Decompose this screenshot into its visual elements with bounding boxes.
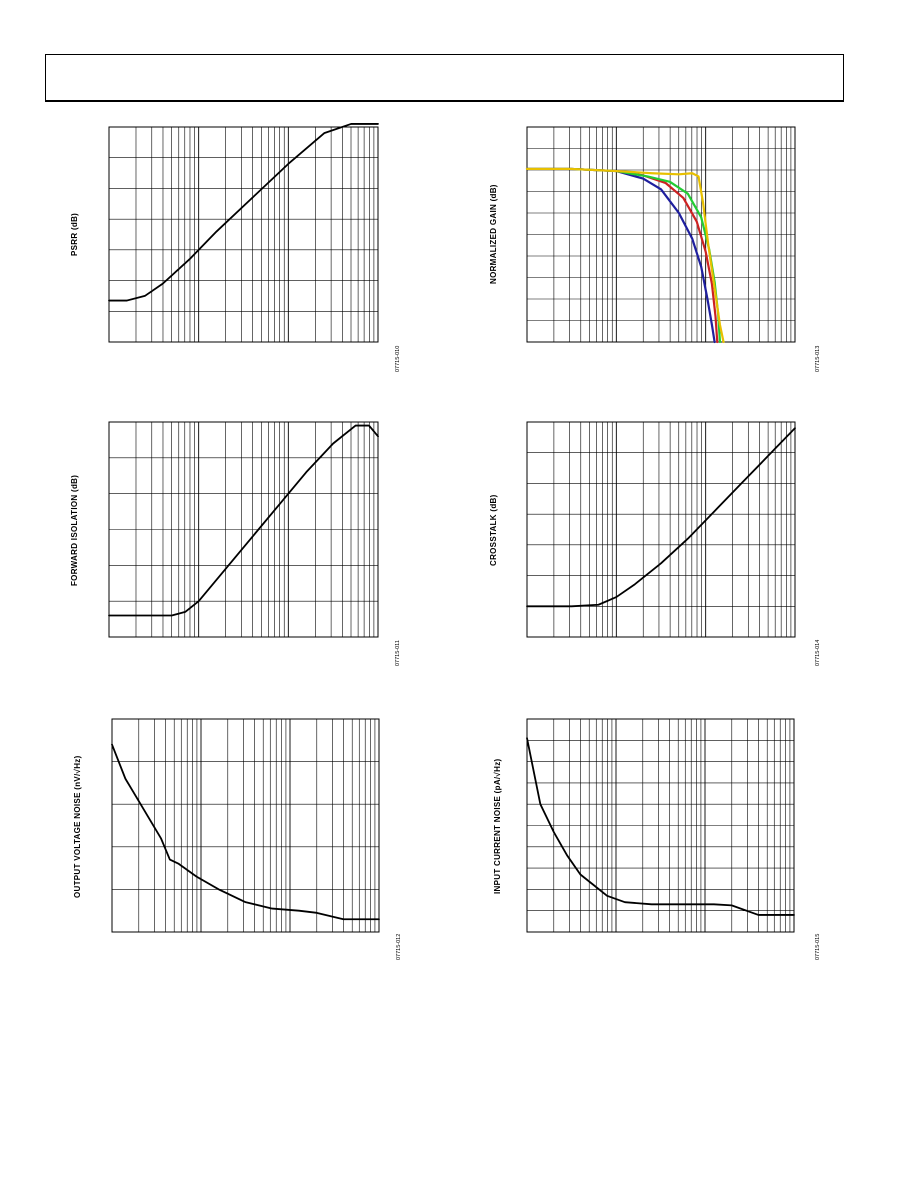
psrr-figure-code: 07715-010 <box>395 345 401 372</box>
forward-isolation-hgrid <box>109 457 378 602</box>
normalized-gain-figure-code: 07715-013 <box>815 345 821 372</box>
psrr-series-line-1 <box>108 123 379 302</box>
psrr-frame <box>108 126 379 343</box>
normalized-gain-series-line-3 <box>525 167 722 344</box>
normalized-gain-frame <box>526 126 796 343</box>
normalized-gain-y-axis-label: NORMALIZED GAIN (dB) <box>489 184 498 284</box>
forward-isolation-chart <box>108 421 379 638</box>
forward-isolation-y-axis-label: FORWARD ISOLATION (dB) <box>70 474 79 586</box>
output-voltage-noise-chart <box>111 718 380 933</box>
output-voltage-noise-hgrid <box>112 761 379 890</box>
output-voltage-noise-series-line-1 <box>111 743 380 921</box>
psrr-chart <box>108 123 379 343</box>
input-current-noise-hgrid <box>527 739 794 911</box>
normalized-gain-series-line-1 <box>525 167 716 344</box>
crosstalk-figure-code: 07715-014 <box>815 639 821 666</box>
output-voltage-noise-frame <box>111 718 380 933</box>
normalized-gain-series-line-4 <box>525 167 725 344</box>
crosstalk-series-line-1 <box>526 427 796 608</box>
input-current-noise-series-line-1 <box>526 737 795 916</box>
crosstalk-y-axis-label: CROSSTALK (dB) <box>489 494 498 566</box>
forward-isolation-figure-code: 07715-011 <box>395 640 401 666</box>
normalized-gain-chart <box>525 126 796 344</box>
crosstalk-hgrid <box>527 452 795 607</box>
output-voltage-noise-figure-code: 07715-012 <box>396 933 402 960</box>
input-current-noise-chart <box>526 718 795 933</box>
psrr-y-axis-label: PSRR (dB) <box>70 212 79 256</box>
crosstalk-vgrid <box>526 422 796 637</box>
input-current-noise-frame <box>526 718 795 933</box>
page-header-box <box>45 54 844 102</box>
psrr-hgrid <box>109 157 378 312</box>
input-current-noise-figure-code: 07715-015 <box>815 933 821 960</box>
forward-isolation-series-line-1 <box>108 424 379 617</box>
output-voltage-noise-y-axis-label: OUTPUT VOLTAGE NOISE (nV/√Hz) <box>73 754 82 898</box>
output-voltage-noise-vgrid <box>111 719 380 932</box>
forward-isolation-frame <box>108 421 379 638</box>
crosstalk-frame <box>526 421 796 638</box>
crosstalk-chart <box>526 421 796 638</box>
psrr-vgrid <box>108 127 379 342</box>
input-current-noise-y-axis-label: INPUT CURRENT NOISE (pA/√Hz) <box>493 758 502 894</box>
